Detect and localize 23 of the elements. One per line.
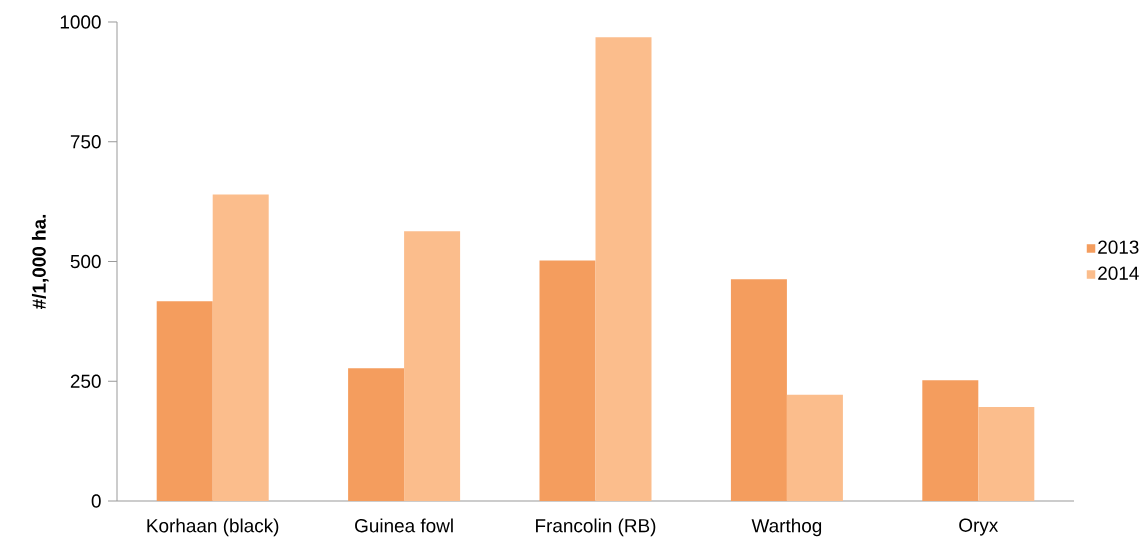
x-tick-label: Guinea fowl bbox=[355, 518, 453, 533]
bar bbox=[156, 301, 213, 501]
bar bbox=[786, 394, 843, 501]
y-axis-title: #/1,000 ha. bbox=[31, 214, 49, 310]
y-tick-label: 1000 bbox=[60, 15, 101, 29]
bar bbox=[595, 37, 652, 501]
legend-label: 2013 bbox=[1098, 240, 1139, 254]
bar bbox=[212, 194, 269, 501]
bar bbox=[730, 279, 787, 501]
y-tick-label: 750 bbox=[70, 135, 101, 149]
legend-label: 2014 bbox=[1098, 266, 1139, 280]
y-tick-label: 250 bbox=[70, 374, 101, 388]
bar bbox=[978, 407, 1035, 501]
bar bbox=[404, 231, 461, 501]
x-tick-label: Oryx bbox=[959, 518, 999, 536]
x-tick-label: Francolin (RB) bbox=[536, 518, 656, 537]
y-tick-label: 500 bbox=[70, 254, 101, 269]
y-tick-label: 0 bbox=[91, 494, 101, 508]
bar bbox=[348, 368, 405, 501]
x-tick-label: Korhaan (black) bbox=[147, 518, 279, 537]
bar bbox=[539, 260, 596, 501]
x-tick-label: Warthog bbox=[751, 518, 822, 537]
bar bbox=[922, 380, 979, 501]
